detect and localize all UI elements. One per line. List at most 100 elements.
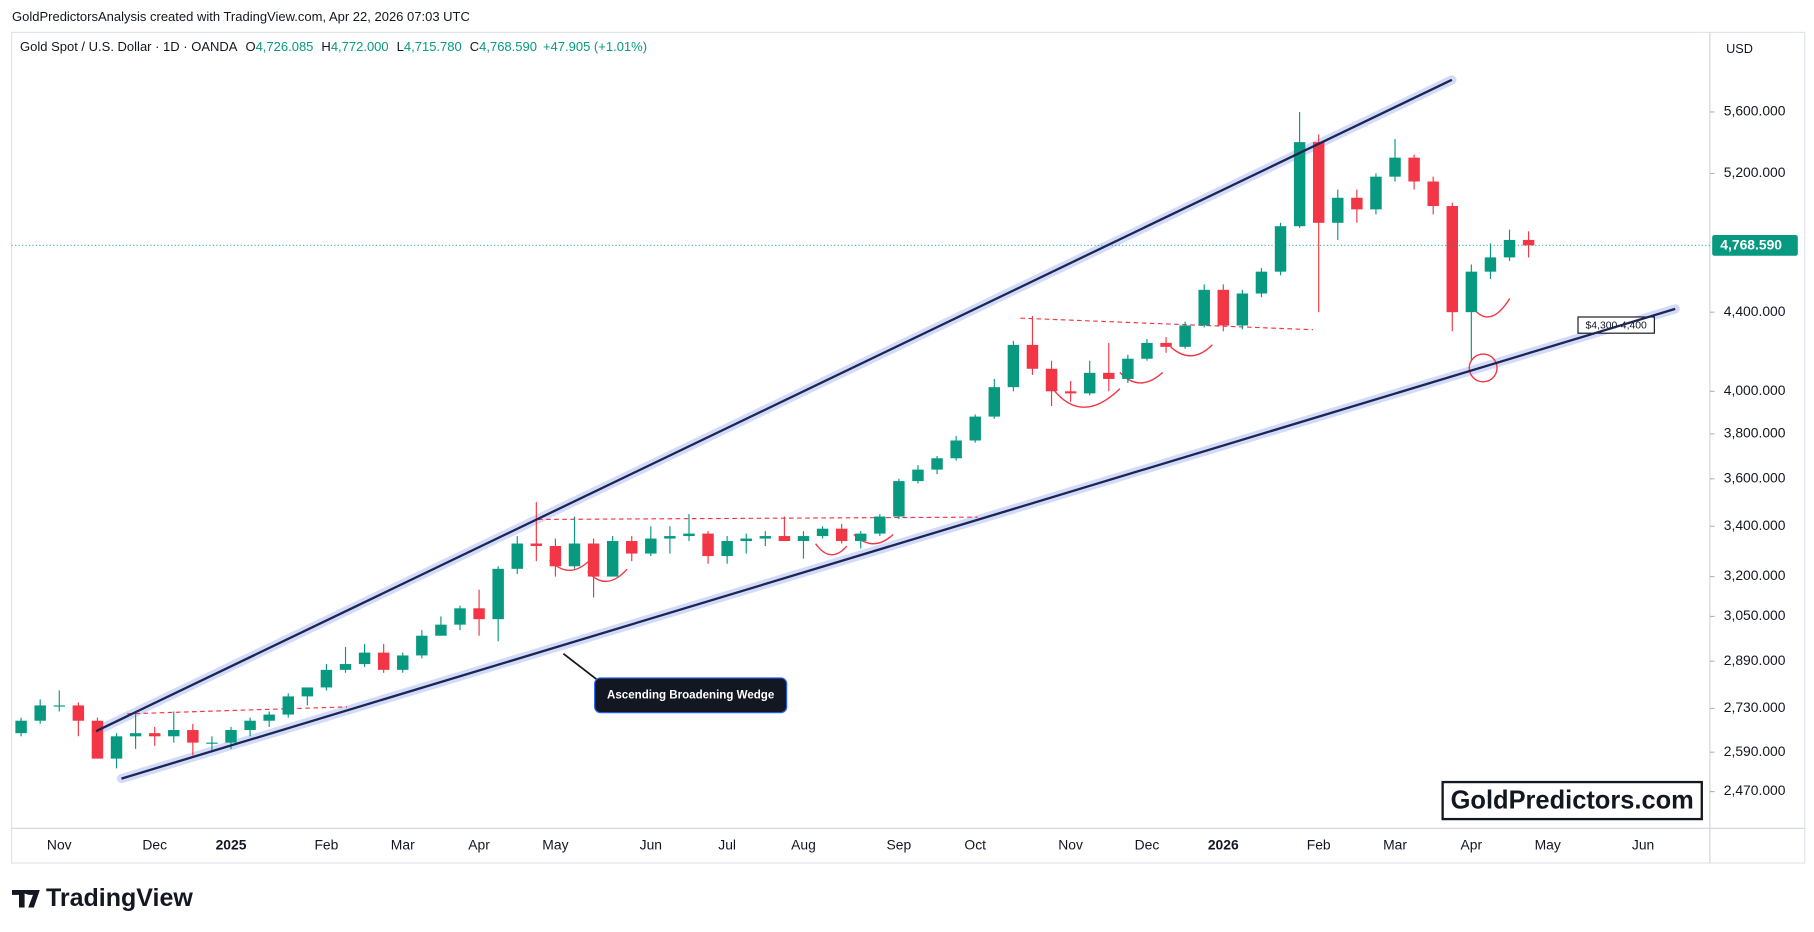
y-tick-label: 3,400.000 bbox=[1724, 517, 1786, 533]
watermark-box bbox=[1441, 780, 1703, 821]
candle-body bbox=[358, 652, 371, 665]
symbol: Gold Spot / U.S. Dollar · 1D · OANDA bbox=[20, 39, 238, 54]
candle-body bbox=[1484, 257, 1497, 272]
candle-body bbox=[1446, 206, 1458, 313]
candle-body bbox=[797, 536, 810, 542]
candles bbox=[15, 111, 1535, 769]
candle-body bbox=[1312, 142, 1325, 223]
y-tick-label: 3,800.000 bbox=[1724, 425, 1786, 441]
candle-body bbox=[91, 720, 104, 759]
candle-body bbox=[893, 481, 905, 517]
candle-body bbox=[816, 528, 829, 537]
candle-body bbox=[377, 652, 390, 670]
brand: TradingView bbox=[46, 884, 193, 912]
candle-body bbox=[1064, 391, 1077, 394]
candle-body bbox=[148, 733, 161, 737]
candle-body bbox=[492, 568, 504, 620]
candle-body bbox=[15, 720, 27, 734]
x-tick-label: May bbox=[1535, 836, 1561, 852]
rounding-bottom bbox=[549, 298, 1511, 583]
resistance-line bbox=[1020, 317, 1314, 331]
candle-body bbox=[759, 536, 772, 539]
ohlc-value: 4,772.000 bbox=[330, 39, 389, 54]
candle-body bbox=[1408, 157, 1420, 182]
candle-body bbox=[1503, 239, 1516, 258]
logo-mark bbox=[12, 889, 40, 908]
callout-box bbox=[594, 677, 788, 714]
y-tick-label: 5,600.000 bbox=[1724, 103, 1786, 119]
resistance-line bbox=[537, 516, 978, 521]
y-tick-label: 2,890.000 bbox=[1724, 652, 1786, 668]
ohlc-key: H bbox=[321, 39, 331, 54]
change: +47.905 (+1.01%) bbox=[542, 39, 648, 54]
candle-body bbox=[931, 458, 943, 470]
candle-body bbox=[110, 736, 123, 759]
lower-trendline bbox=[121, 307, 1676, 780]
y-tick-label: 2,470.000 bbox=[1724, 782, 1786, 798]
candle-body bbox=[874, 516, 886, 534]
candle-body bbox=[1045, 368, 1058, 392]
x-tick-label: May bbox=[542, 836, 568, 852]
candle-body bbox=[1007, 344, 1020, 388]
ohlc-value: 4,726.085 bbox=[255, 39, 314, 54]
candle-body bbox=[1217, 289, 1230, 326]
candle-body bbox=[1389, 157, 1401, 177]
candle-body bbox=[835, 528, 848, 542]
candle-body bbox=[912, 469, 924, 482]
candle-body bbox=[988, 387, 1001, 417]
candle-body bbox=[1274, 226, 1287, 272]
candle-body bbox=[339, 664, 352, 670]
x-tick-label: Jun bbox=[640, 836, 662, 852]
candle-body bbox=[53, 705, 65, 707]
candle-body bbox=[969, 416, 981, 441]
candle-body bbox=[721, 541, 733, 557]
y-tick-label: 3,200.000 bbox=[1724, 567, 1786, 583]
ohlc-item: L4,715.780 bbox=[395, 39, 462, 54]
candle-body bbox=[606, 541, 619, 577]
candle-body bbox=[1179, 325, 1191, 347]
candle-body bbox=[1103, 372, 1115, 379]
ohlc-key: O bbox=[245, 39, 256, 54]
y-tick-label: 3,600.000 bbox=[1724, 469, 1786, 485]
candle-body bbox=[1351, 197, 1363, 210]
resistance-line bbox=[127, 706, 348, 715]
currency-label: USD bbox=[1726, 41, 1753, 56]
candle-body bbox=[683, 533, 695, 537]
watermark: GoldPredictors.com bbox=[1451, 786, 1694, 814]
x-tick-label: Nov bbox=[47, 836, 72, 852]
candle-body bbox=[511, 543, 523, 569]
y-tick-label: 4,400.000 bbox=[1724, 303, 1786, 319]
candle-body bbox=[1465, 271, 1478, 313]
y-tick-label: 3,050.000 bbox=[1724, 607, 1786, 623]
y-tick-label: 2,730.000 bbox=[1724, 699, 1786, 715]
candle-body bbox=[1522, 239, 1535, 246]
credit: GoldPredictorsAnalysis created with Trad… bbox=[12, 9, 470, 24]
last-price-box bbox=[1712, 234, 1798, 256]
y-tick-label: 5,200.000 bbox=[1724, 164, 1786, 180]
ohlc-key: C bbox=[469, 39, 480, 54]
x-tick-label: Feb bbox=[1307, 836, 1331, 852]
candle-body bbox=[129, 733, 142, 737]
candle-body bbox=[454, 608, 466, 625]
candle-body bbox=[549, 546, 562, 567]
candle-body bbox=[1122, 358, 1134, 379]
candle-body bbox=[320, 669, 333, 688]
ohlc: O4,726.085 H4,772.000 L4,715.780 C4,768.590 bbox=[243, 39, 537, 54]
x-tick-label: 2025 bbox=[216, 836, 247, 852]
candle-body bbox=[1026, 344, 1039, 369]
ohlc-item: O4,726.085 bbox=[243, 39, 313, 54]
candle-body bbox=[626, 541, 638, 554]
candle-body bbox=[645, 538, 657, 554]
candle-body bbox=[301, 687, 314, 697]
x-tick-label: Jun bbox=[1632, 836, 1654, 852]
last-price-label: 4,768.590 bbox=[1720, 237, 1782, 253]
candle-body bbox=[587, 543, 600, 577]
frame bbox=[10, 31, 1806, 864]
candle-body bbox=[416, 635, 428, 656]
candle-body bbox=[435, 624, 447, 636]
candle-body bbox=[72, 705, 85, 721]
ohlc-value: 4,768.590 bbox=[479, 39, 537, 54]
candle-body bbox=[740, 538, 752, 542]
